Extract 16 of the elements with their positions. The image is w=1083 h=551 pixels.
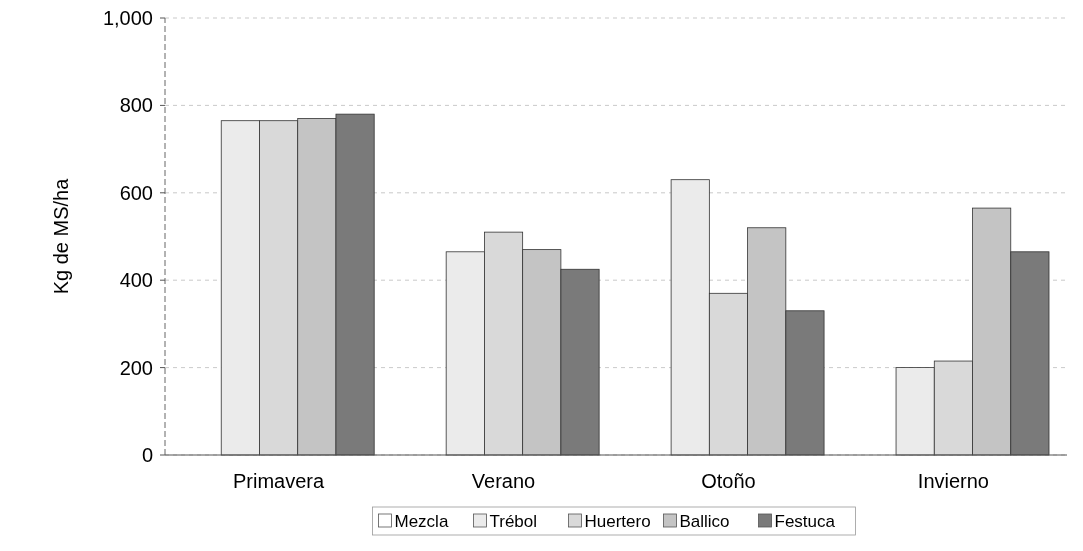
legend-label: Festuca bbox=[774, 511, 836, 531]
y-tick-label: 800 bbox=[119, 94, 153, 117]
y-tick-label: 600 bbox=[119, 181, 153, 204]
x-tick-label: Primavera bbox=[233, 470, 326, 492]
y-tick-label: 0 bbox=[141, 444, 153, 466]
legend-label: Mezcla bbox=[394, 511, 449, 531]
y-tick-label: 400 bbox=[119, 269, 153, 292]
y-axis-title: Kg de MS/ha bbox=[50, 177, 72, 295]
x-tick-label: Invierno bbox=[917, 470, 989, 492]
legend-label: Huertero bbox=[584, 511, 651, 531]
legend-label: Trébol bbox=[489, 511, 538, 531]
x-tick-label: Verano bbox=[471, 470, 536, 492]
y-tick-label: 1,000 bbox=[102, 7, 153, 29]
x-tick-label: Otoño bbox=[701, 470, 756, 492]
legend-label: Ballico bbox=[679, 511, 730, 531]
y-tick-label: 200 bbox=[119, 356, 153, 379]
